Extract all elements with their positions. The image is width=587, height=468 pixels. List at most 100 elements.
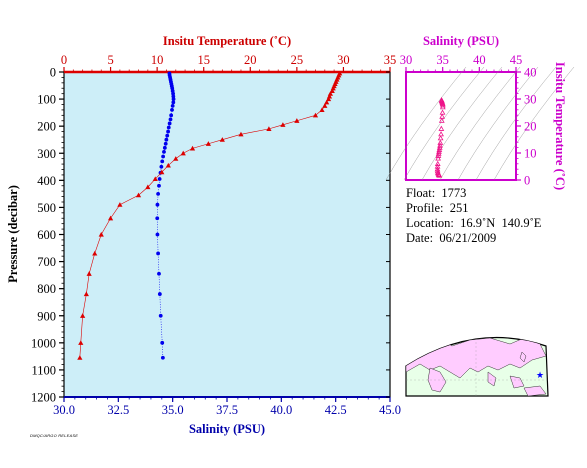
temperature-point	[189, 145, 196, 151]
left-axis-tick-label: 300	[37, 147, 56, 161]
ts-top-axis-title: Salinity (PSU)	[423, 34, 499, 48]
bottom-axis-tick-label: 42.5	[325, 403, 347, 417]
profile-number-text: Profile: 251	[406, 201, 469, 215]
temperature-point	[145, 184, 151, 190]
ts-point	[439, 104, 446, 110]
top-axis-tick-label: 10	[151, 53, 164, 67]
temperature-point	[92, 250, 98, 256]
ts-top-tick-label: 40	[473, 53, 486, 67]
salinity-point	[164, 137, 169, 142]
temperature-point	[322, 103, 328, 108]
salinity-point	[169, 113, 174, 118]
top-axis-tick-label: 30	[337, 53, 350, 67]
ts-contour-line	[475, 66, 557, 181]
left-axis-tick-label: 600	[37, 228, 56, 242]
left-axis-tick-label: 200	[37, 120, 56, 134]
temperature-point	[80, 313, 86, 318]
salinity-point	[170, 103, 175, 108]
temperature-point	[329, 88, 335, 94]
top-axis-tick-label: 20	[244, 53, 257, 67]
temperature-point	[238, 131, 244, 137]
date-text: Date: 06/21/2009	[406, 231, 497, 245]
temperature-point	[312, 112, 319, 118]
salinity-point	[163, 141, 168, 146]
salinity-point	[156, 251, 161, 256]
temperature-point	[324, 99, 330, 105]
location-map: ★	[405, 336, 549, 397]
main-profile-chart: 0 5 10 15 20 25 30 35 30.0 32.5 35.0 37.5 40.0 42.5 45…	[6, 34, 401, 436]
left-axis-tick-label: 400	[37, 174, 56, 188]
float-info-block: Float: 1773 Profile: 251 Location: 16.9˚N …	[406, 186, 541, 246]
ts-top-tick-label: 30	[400, 53, 413, 67]
top-axis-tick-label: 35	[384, 53, 397, 67]
ts-tick-marks	[405, 67, 521, 181]
temperature-point	[98, 231, 104, 237]
ts-point	[436, 148, 442, 154]
temperature-point	[180, 150, 186, 156]
left-axis-tick-label: 0	[50, 66, 56, 80]
ts-point	[435, 150, 442, 156]
salinity-point	[160, 340, 165, 345]
ts-right-tick-label: 40	[524, 66, 537, 80]
map-land-australia	[523, 385, 547, 396]
ts-point	[437, 142, 443, 148]
salinity-point	[171, 94, 176, 99]
salinity-point	[170, 108, 174, 112]
temperature-point	[135, 192, 142, 198]
temperature-point	[159, 169, 165, 175]
temperature-point	[77, 355, 83, 360]
temperature-point	[280, 122, 286, 127]
ts-point	[436, 144, 443, 150]
ts-contour-line	[403, 66, 485, 181]
ts-right-tick-label: 0	[524, 174, 530, 188]
top-axis-tick-label: 15	[197, 53, 210, 67]
ts-right-tick-label: 10	[524, 147, 537, 161]
left-axis-tick-label: 900	[37, 309, 56, 323]
main-series-group	[77, 70, 343, 360]
top-axis-tick-label: 5	[107, 53, 113, 67]
left-axis-tick-label: 500	[37, 201, 56, 215]
ts-plot-area	[405, 71, 517, 181]
top-axis-tick-label: 25	[291, 53, 304, 67]
bottom-axis-tick-label: 40.0	[270, 403, 292, 417]
main-tick-labels: 0 5 10 15 20 25 30 35 30.0 32.5 35.0 37.5 40.0 42.5 45…	[31, 53, 401, 417]
temperature-point	[205, 141, 211, 146]
bottom-axis-tick-label: 35.0	[162, 403, 184, 417]
salinity-point	[155, 216, 160, 221]
salinity-point	[171, 91, 176, 96]
ts-point	[438, 131, 444, 137]
temperature-point	[78, 340, 84, 345]
salinity-point	[159, 164, 164, 169]
salinity-point	[156, 191, 161, 196]
ts-point	[440, 102, 446, 108]
ts-right-tick-label: 30	[524, 93, 537, 107]
ts-top-tick-label: 35	[436, 53, 449, 67]
ts-contour-line	[493, 66, 575, 181]
left-axis-tick-label: 1000	[31, 336, 56, 350]
release-stamp: DMQC/ARGO RELEASE	[30, 433, 79, 438]
ts-point	[434, 160, 441, 166]
main-tick-marks	[59, 67, 391, 402]
salinity-point	[171, 100, 176, 105]
location-text: Location: 16.9˚N 140.9˚E	[406, 216, 542, 230]
temperature-point	[173, 156, 179, 161]
ts-point	[436, 146, 443, 152]
temperature-point	[165, 162, 171, 168]
ts-point	[438, 117, 445, 123]
left-axis-tick-label: 100	[37, 93, 56, 107]
top-axis-title: Insitu Temperature (˚C)	[163, 34, 291, 48]
salinity-point	[171, 97, 176, 101]
left-axis-title: Pressure (decibar)	[6, 185, 20, 283]
salinity-point	[157, 183, 161, 188]
temperature-point	[266, 126, 272, 131]
temperature-point	[319, 107, 325, 112]
bottom-axis-title: Salinity (PSU)	[189, 422, 265, 436]
temperature-point	[219, 137, 225, 142]
ts-contour-line	[421, 66, 503, 181]
salinity-point	[168, 117, 173, 122]
ts-right-axis-title: Insitu Temperature (˚C)	[553, 62, 567, 190]
ts-point	[437, 135, 444, 141]
